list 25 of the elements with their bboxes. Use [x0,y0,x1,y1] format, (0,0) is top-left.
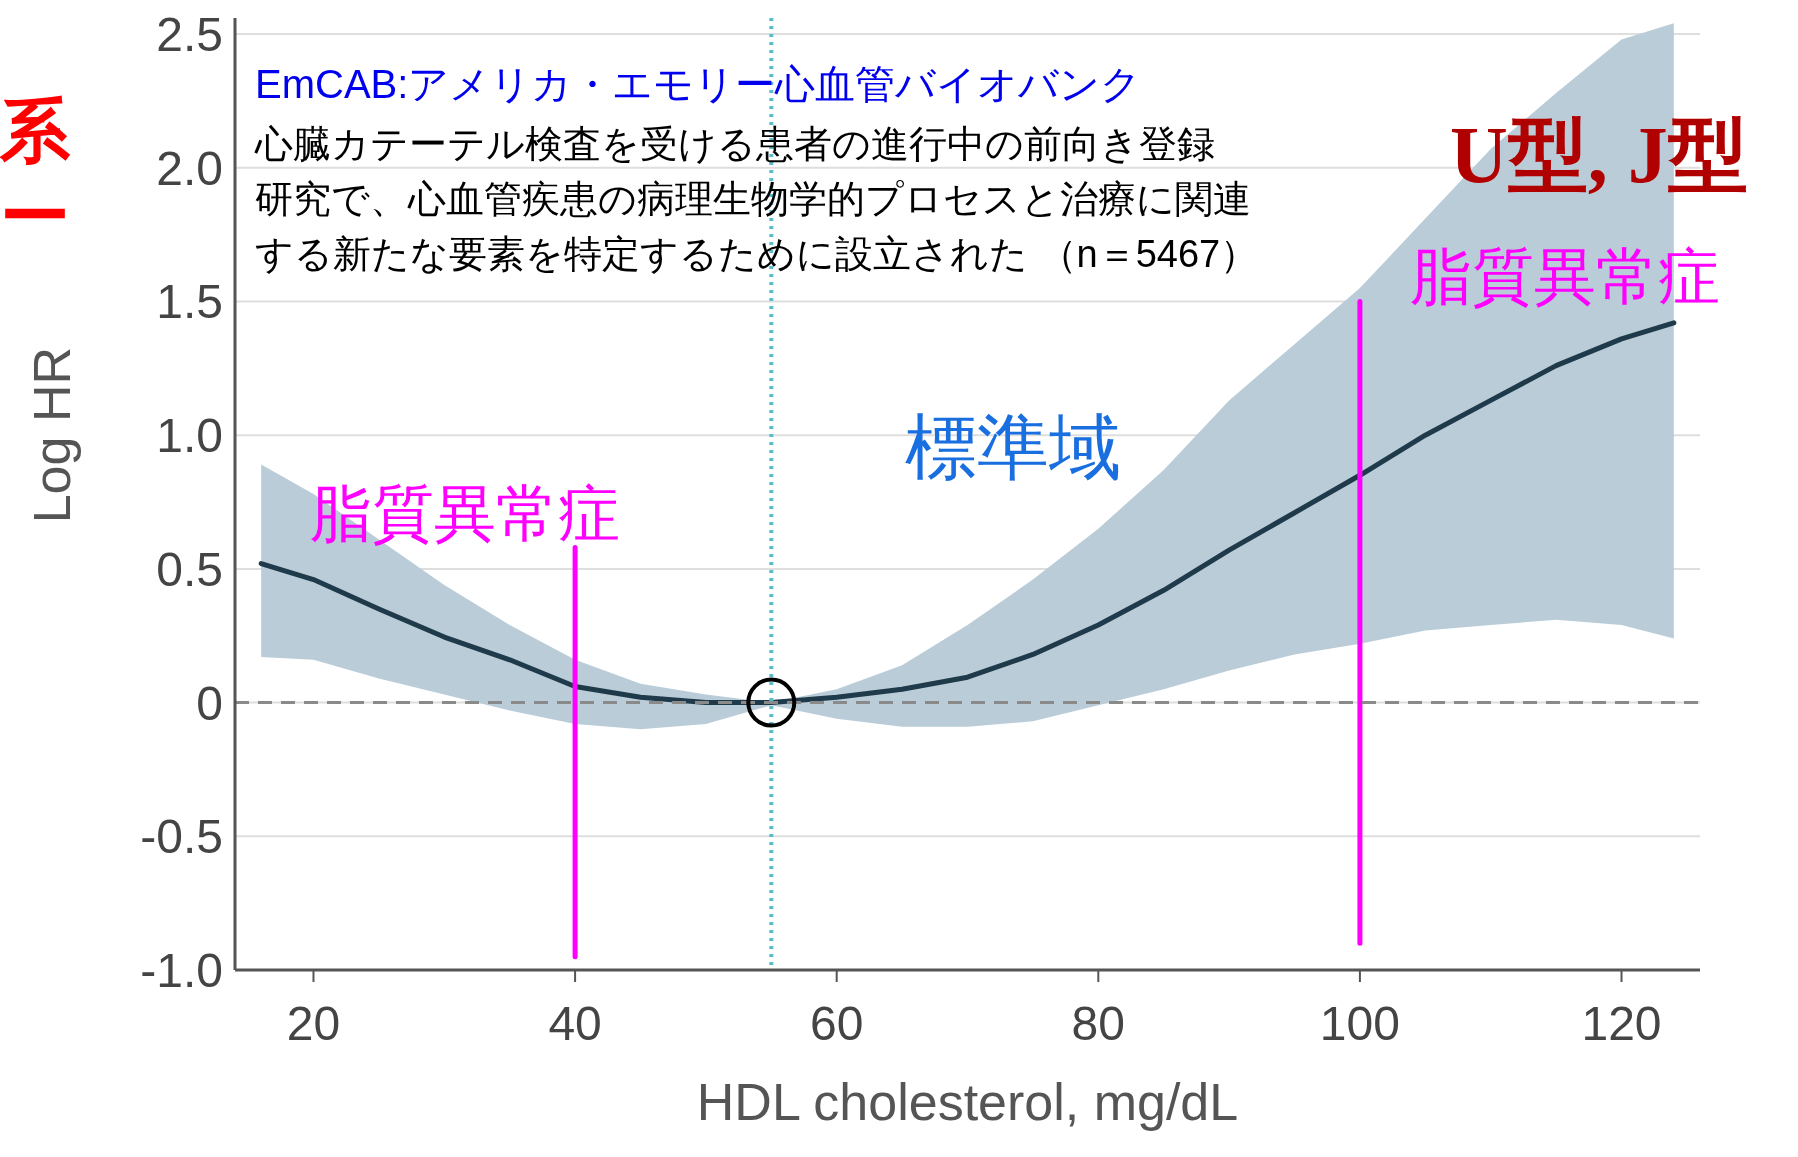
x-tick-label: 120 [1581,997,1662,1050]
annotation: する新たな要素を特定するために設立された （n＝5467） [255,233,1259,275]
annotation: 脂質異常症 [310,479,620,548]
y-tick-label: -1.0 [140,944,223,997]
y-tick-label: 2.0 [156,141,223,195]
annotation: 標準域 [905,407,1121,487]
y-tick-label: 1.0 [156,409,223,463]
x-tick-label: 100 [1319,997,1400,1050]
annotation: 心臓カテーテル検査を受ける患者の進行中の前向き登録 [254,123,1215,165]
annotation: 脂質異常症 [1410,242,1720,311]
y-tick-label: -0.5 [140,810,223,864]
annotation: U型, J型 [1450,111,1748,199]
y-tick-label: 2.5 [156,8,223,62]
x-tick-label: 80 [1071,997,1125,1050]
y-tick-label: 1.5 [156,275,223,329]
x-axis-title: HDL cholesterol, mg/dL [696,1073,1239,1131]
x-tick-label: 40 [548,997,602,1050]
text: ー [0,177,70,255]
y-axis-title: Log HR [23,347,81,524]
y-tick-label: 0.5 [156,542,223,596]
x-tick-label: 20 [286,997,341,1050]
x-tick-label: 60 [810,997,864,1050]
annotation: EmCAB:アメリカ・エモリー心血管バイオバンク [255,62,1142,106]
annotation: 研究で、心血管疾患の病理生物学的プロセスと治療に関連 [255,178,1251,220]
y-tick-label: 0 [196,676,223,730]
